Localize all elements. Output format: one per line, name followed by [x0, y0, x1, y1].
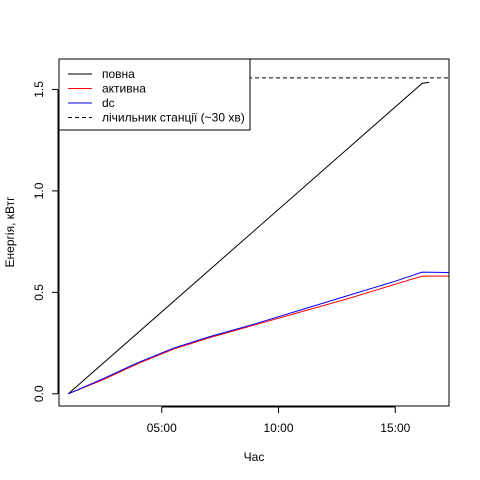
legend-item: лічильник станції (~30 хв)	[68, 111, 245, 125]
x-tick-label: 10:00	[264, 421, 294, 435]
plot-area-frame	[58, 58, 450, 407]
legend-label: лічильник станції (~30 хв)	[102, 111, 245, 125]
legend-label: активна	[102, 82, 146, 96]
legend-item: dc	[68, 96, 115, 110]
x-axis: 05:00 10:00 15:00	[147, 406, 411, 435]
x-tick-label: 05:00	[147, 421, 177, 435]
y-axis-title: Енергія, кВтг	[3, 196, 17, 268]
y-axis: 0.0 0.5 1.0 1.5	[32, 81, 59, 402]
y-tick-label: 0.0	[32, 385, 46, 402]
series-line-2	[68, 275, 449, 395]
x-tick-label: 15:00	[380, 421, 410, 435]
y-tick-label: 0.5	[32, 284, 46, 301]
legend-label: повна	[102, 67, 135, 81]
axes: 05:00 10:00 15:00 0.0 0.5 1.0 1.5	[32, 81, 411, 435]
legend-label: dc	[102, 96, 115, 110]
y-tick-label: 1.0	[32, 182, 46, 199]
legend-box	[58, 58, 251, 131]
series-line-1	[67, 81, 430, 395]
series-line-3	[68, 271, 449, 395]
legend-item: повна	[68, 67, 135, 81]
y-tick-label: 1.5	[32, 81, 46, 98]
legend-item: активна	[68, 82, 146, 96]
x-axis-title: Час	[244, 450, 265, 464]
